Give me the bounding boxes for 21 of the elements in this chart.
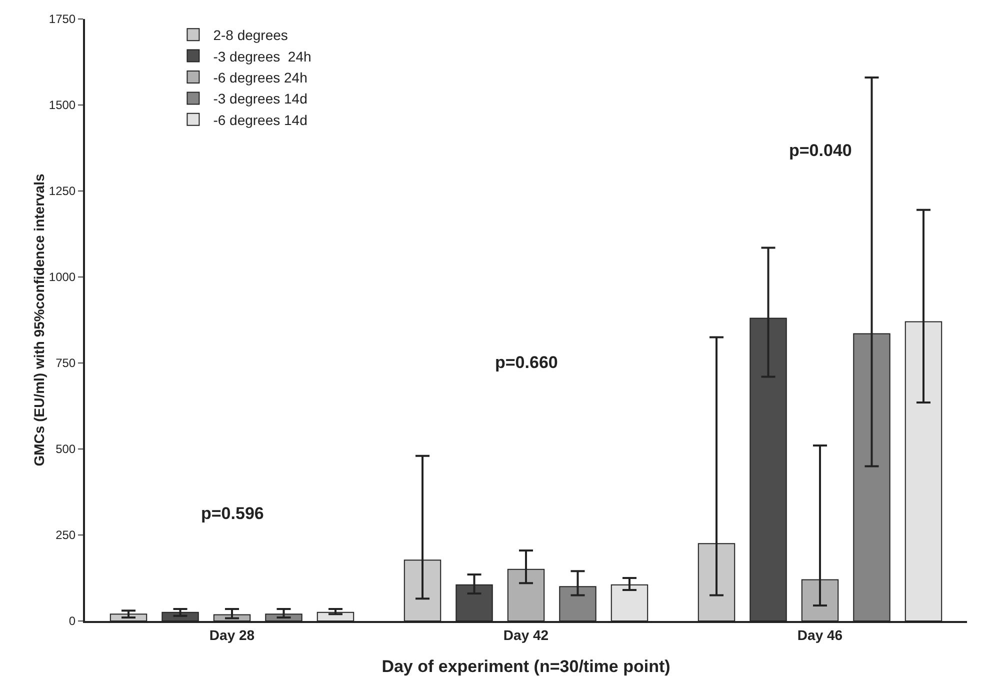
legend-label: -3 degrees 14d <box>213 90 308 107</box>
legend-label: -3 degrees 24h <box>213 48 312 64</box>
annotation: p=0.660 <box>495 353 558 372</box>
y-tick-label: 1500 <box>48 98 76 112</box>
y-tick-label: 1250 <box>48 184 76 198</box>
y-axis-title: GMCs (EU/ml) with 95%confidence intervals <box>30 174 47 466</box>
legend-label: 2-8 degrees <box>213 27 288 44</box>
y-tick-label: 0 <box>68 614 76 628</box>
annotation: p=0.596 <box>201 504 264 523</box>
y-tick-label: 1750 <box>48 12 76 26</box>
legend-label: -6 degrees 24h <box>213 69 308 86</box>
y-tick-label: 750 <box>56 356 76 370</box>
x-tick-label: Day 46 <box>797 626 843 643</box>
y-tick-label: 500 <box>56 442 76 456</box>
legend-label: -6 degrees 14d <box>213 112 308 128</box>
x-axis-title: Day of experiment (n=30/time point) <box>382 657 670 676</box>
annotation: p=0.040 <box>789 141 852 160</box>
x-tick-label: Day 42 <box>503 626 549 643</box>
y-tick-label: 250 <box>56 528 76 542</box>
y-tick-label: 1000 <box>48 270 76 284</box>
x-tick-label: Day 28 <box>209 626 255 643</box>
